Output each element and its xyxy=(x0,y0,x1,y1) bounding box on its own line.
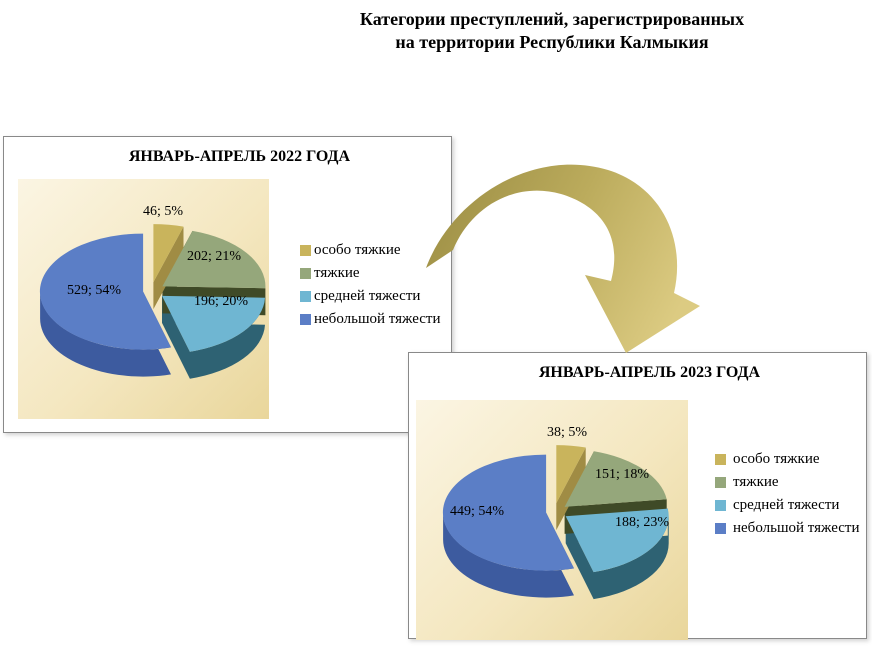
legend-item-0: особо тяжкие xyxy=(300,239,440,262)
legend-2023: особо тяжкие тяжкие средней тяжести небольш… xyxy=(715,448,859,540)
legend-item-1: тяжкие xyxy=(300,262,440,285)
legend-label: средней тяжести xyxy=(733,497,840,513)
pie-slice-top-1 xyxy=(564,451,667,507)
legend-swatch-icon xyxy=(300,291,311,302)
legend-label: тяжкие xyxy=(733,474,779,490)
pie-slice-top-3 xyxy=(442,454,574,571)
page-title: Категории преступлений, зарегистрированн… xyxy=(332,8,772,54)
legend-label: небольшой тяжести xyxy=(314,311,441,327)
chart-title-2023: ЯНВАРЬ-АПРЕЛЬ 2023 ГОДА xyxy=(538,364,761,381)
pie-data-label: 449; 54% xyxy=(449,504,505,519)
page-title-line1: Категории преступлений, зарегистрированн… xyxy=(359,9,745,29)
pie-data-label: 202; 21% xyxy=(186,249,242,264)
legend-label: особо тяжкие xyxy=(314,242,401,258)
plot-area-2022: 46; 5% 202; 21% 196; 20% 529; 54% xyxy=(18,179,269,419)
pie-slice-top-0 xyxy=(556,445,586,504)
pie-slice-top-3 xyxy=(39,233,171,350)
pie-data-label: 38; 5% xyxy=(546,425,588,440)
legend-label: средней тяжести xyxy=(314,288,421,304)
legend-label: особо тяжкие xyxy=(733,451,820,467)
pie-data-label: 151; 18% xyxy=(594,467,650,482)
chart-panel-2023: ЯНВАРЬ-АПРЕЛЬ 2023 ГОДА 38; 5% 151; 18% 18… xyxy=(408,352,867,640)
pie-data-label: 46; 5% xyxy=(142,204,184,219)
chart-title-2022: ЯНВАРЬ-АПРЕЛЬ 2022 ГОДА xyxy=(128,148,351,165)
legend-swatch-icon xyxy=(300,314,311,325)
pie-slice-top-2 xyxy=(162,295,265,352)
legend-item-3: небольшой тяжести xyxy=(715,517,859,540)
legend-item-2: средней тяжести xyxy=(300,285,440,308)
legend-2022: особо тяжкие тяжкие средней тяжести небольш… xyxy=(300,239,440,331)
pie-data-label: 196; 20% xyxy=(193,294,249,309)
pie-chart-2022 xyxy=(39,224,266,379)
pie-slice-top-2 xyxy=(565,508,669,573)
pie-slice-side-3 xyxy=(443,454,574,598)
legend-label: небольшой тяжести xyxy=(733,520,860,536)
curved-arrow-icon xyxy=(426,164,700,353)
legend-swatch-icon xyxy=(715,500,726,511)
legend-item-0: особо тяжкие xyxy=(715,448,859,471)
curved-arrow-shape xyxy=(426,164,700,353)
page-title-line2: на территории Республики Калмыкия xyxy=(395,32,709,52)
pie-data-label: 188; 23% xyxy=(614,515,670,530)
pie-slice-top-1 xyxy=(162,230,266,289)
chart-panel-2022: ЯНВАРЬ-АПРЕЛЬ 2022 ГОДА 46; 5% 202; 21% 19… xyxy=(3,136,452,433)
legend-swatch-icon xyxy=(715,454,726,465)
pie-slice-top-0 xyxy=(153,224,184,283)
pie-slice-side-3 xyxy=(40,233,171,377)
legend-swatch-icon xyxy=(715,477,726,488)
pie-chart-2023 xyxy=(442,445,669,600)
plot-area-2023: 38; 5% 151; 18% 188; 23% 449; 54% xyxy=(416,400,688,640)
legend-swatch-icon xyxy=(300,268,311,279)
legend-item-2: средней тяжести xyxy=(715,494,859,517)
legend-item-1: тяжкие xyxy=(715,471,859,494)
legend-item-3: небольшой тяжести xyxy=(300,308,440,331)
legend-swatch-icon xyxy=(300,245,311,256)
pie-slice-side-0 xyxy=(153,224,184,310)
legend-swatch-icon xyxy=(715,523,726,534)
legend-label: тяжкие xyxy=(314,265,360,281)
pie-data-label: 529; 54% xyxy=(66,283,122,298)
pie-slice-side-0 xyxy=(556,445,586,531)
